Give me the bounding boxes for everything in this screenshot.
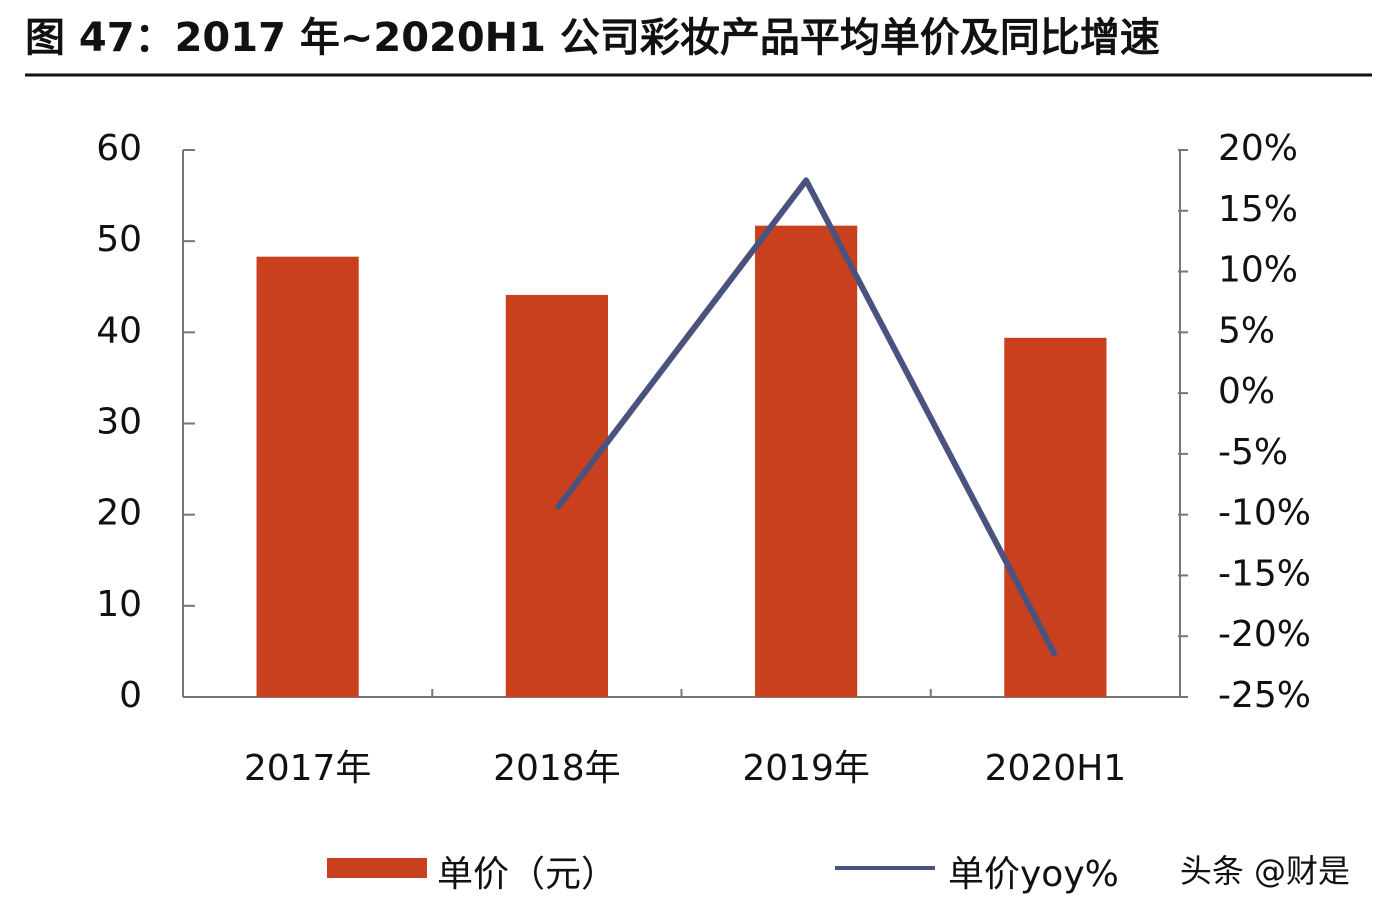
- legend-label: 单价yoy%: [948, 854, 1119, 895]
- x-tick-label: 2018年: [493, 748, 621, 789]
- y2-tick-label: 5%: [1218, 310, 1275, 351]
- y2-tick-label: 10%: [1218, 250, 1298, 291]
- y2-tick-label: -25%: [1218, 675, 1311, 716]
- y2-tick-label: -20%: [1218, 614, 1311, 655]
- watermark: 头条 @财是: [1180, 852, 1350, 890]
- bar: [256, 256, 359, 697]
- x-tick-label: 2017年: [244, 748, 372, 789]
- bar: [1004, 337, 1107, 697]
- y2-tick-label: 15%: [1218, 189, 1298, 230]
- y-tick-label: 30: [96, 402, 142, 443]
- y2-tick-label: -5%: [1218, 432, 1288, 473]
- legend-swatch: [327, 858, 427, 878]
- x-tick-label: 2020H1: [985, 748, 1127, 789]
- y-tick-label: 40: [96, 310, 142, 351]
- y2-tick-label: 0%: [1218, 371, 1275, 412]
- chart-title: 图 47：2017 年~2020H1 公司彩妆产品平均单价及同比增速: [25, 15, 1160, 61]
- line: [554, 177, 1059, 658]
- y-tick-label: 0: [119, 675, 142, 716]
- y2-tick-label: 20%: [1218, 128, 1298, 169]
- y2-tick-label: -15%: [1218, 553, 1311, 594]
- y2-tick-label: -10%: [1218, 493, 1311, 534]
- bar: [755, 225, 858, 697]
- legend-label: 单价（元）: [437, 854, 617, 895]
- x-tick-label: 2019年: [742, 748, 870, 789]
- y-tick-label: 60: [96, 128, 142, 169]
- bar: [505, 294, 608, 697]
- y-tick-label: 50: [96, 219, 142, 260]
- y-tick-label: 10: [96, 584, 142, 625]
- y-tick-label: 20: [96, 493, 142, 534]
